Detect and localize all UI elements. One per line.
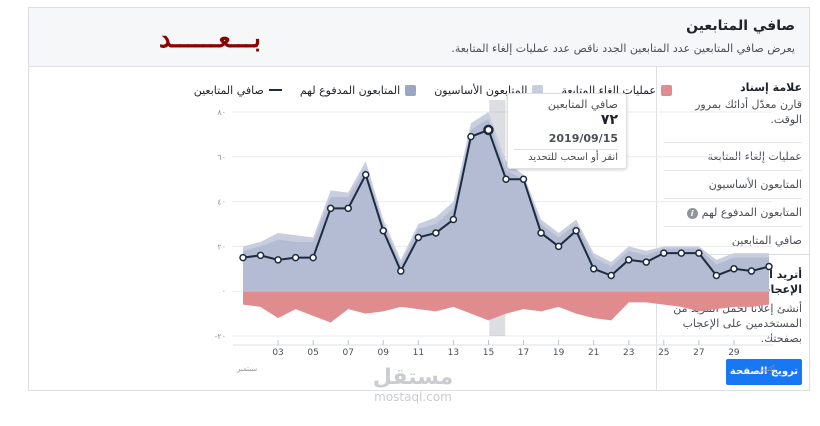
tooltip-hint: انقر أو اسحب للتحديد: [528, 152, 618, 163]
data-point: [519, 175, 528, 183]
legend-label-organic: المتابعون الأساسيون: [434, 83, 528, 97]
legend-net[interactable]: صافي المتابعين: [194, 84, 282, 97]
y-tick-label: ٠: [222, 287, 226, 296]
info-icon[interactable]: i: [686, 207, 698, 219]
legend-label-paid: المتابعون المدفوع لهم: [299, 83, 401, 97]
watermark-url: mostaql.com: [374, 390, 452, 404]
watermark-logo: مستقل: [372, 365, 454, 390]
data-point: [537, 229, 545, 237]
sidebar-item-label: المتابعون الأساسيون: [708, 178, 802, 191]
promote-page-button[interactable]: ترويج الصفحة: [726, 359, 802, 385]
organic-area: [243, 112, 769, 292]
y-tick-label: -٢٠: [215, 332, 226, 341]
data-point: [467, 132, 475, 141]
data-point: [483, 124, 494, 136]
x-tick-label: 09: [378, 348, 390, 358]
legend-swatch-organic: [532, 84, 544, 96]
x-tick-label: 13: [448, 348, 459, 358]
month-start-label: سبتمبر: [236, 365, 257, 373]
data-point: [379, 226, 388, 235]
legend-swatch-net: [268, 89, 282, 91]
data-point: [660, 249, 668, 257]
data-point: [361, 170, 370, 179]
y-tick-label: ٨٠: [217, 108, 226, 117]
tooltip-date: 2019/09/15: [548, 132, 618, 145]
data-point: [765, 262, 773, 271]
data-point: [747, 267, 756, 275]
data-point: [449, 215, 458, 224]
data-point: [642, 258, 651, 266]
data-point: [624, 256, 633, 264]
data-point: [589, 265, 598, 273]
data-point: [397, 267, 405, 275]
data-point: [695, 249, 703, 257]
data-point: [712, 271, 721, 280]
x-tick-label: 15: [483, 348, 494, 358]
data-point: [554, 242, 563, 251]
sidebar-item-organic[interactable]: المتابعون الأساسيون: [664, 170, 802, 199]
attribution-desc: قارن معدّل أدائك بمرور الوقت.: [695, 98, 802, 126]
data-point: [239, 253, 247, 262]
card-subtitle: يعرض صافي المتابعين عدد المتابعين الجدد …: [451, 42, 795, 55]
data-point: [730, 265, 738, 273]
sidebar-item-net[interactable]: صافي المتابعين: [664, 226, 802, 255]
y-tick-label: ٦٠: [217, 153, 226, 162]
data-point: [677, 249, 686, 257]
data-point: [344, 204, 352, 213]
tooltip-title: صافي المتابعين: [547, 98, 618, 111]
data-point: [414, 233, 423, 242]
x-tick-label: 29: [728, 348, 740, 358]
data-point: [607, 271, 615, 280]
legend-paid[interactable]: المتابعون المدفوع لهم: [299, 83, 417, 97]
data-point: [291, 253, 300, 262]
data-point: [572, 226, 580, 235]
data-point: [502, 175, 510, 183]
x-tick-label: 11: [413, 348, 424, 358]
sidebar-item-label: المتابعون المدفوع لهم: [701, 206, 802, 219]
data-point: [326, 204, 335, 213]
chart-tooltip: صافي المتابعين ٧٢ 2019/09/15 انقر أو اسح…: [507, 93, 627, 169]
attribution-title: علامة إسناد: [739, 81, 802, 94]
tooltip-value: ٧٢: [600, 112, 618, 128]
data-point: [256, 251, 265, 260]
x-tick-label: 19: [553, 348, 565, 358]
legend-organic[interactable]: المتابعون الأساسيون: [434, 83, 544, 97]
legend-label-net: صافي المتابعين: [193, 83, 264, 97]
x-tick-label: 23: [623, 348, 634, 358]
data-point: [432, 229, 440, 237]
x-tick-label: 17: [518, 348, 529, 358]
x-tick-label: 05: [307, 348, 318, 358]
x-tick-label: 21: [588, 348, 599, 358]
legend-swatch-paid: [405, 84, 417, 96]
x-tick-label: 07: [342, 348, 353, 358]
x-tick-label: 27: [693, 348, 704, 358]
x-tick-label: 03: [272, 348, 283, 358]
tooltip-divider: [514, 149, 618, 150]
after-label: بـــعــــــد: [159, 24, 261, 54]
y-tick-label: ٤٠: [217, 198, 226, 207]
promo-desc: أنشئ إعلانًا لحمل المزيد من المستخدمين ع…: [673, 302, 802, 345]
paid-area: [243, 118, 769, 292]
y-tick-label: ٢٠: [217, 242, 226, 251]
x-tick-label: 25: [658, 348, 669, 358]
legend-swatch-unfollows: [661, 84, 672, 96]
unfollows-area: [243, 291, 769, 323]
card-header: صافي المتابعين يعرض صافي المتابعين عدد ا…: [29, 8, 809, 67]
card-title: صافي المتابعين: [686, 18, 795, 34]
sidebar-item-paid[interactable]: المتابعون المدفوع لهمi: [664, 198, 802, 227]
data-point: [274, 256, 282, 264]
watermark: مستقل mostaql.com: [358, 365, 468, 405]
month-end-label: أكتوبر: [757, 364, 775, 373]
sidebar-item-label: صافي المتابعين: [731, 234, 802, 247]
data-point: [309, 253, 317, 262]
